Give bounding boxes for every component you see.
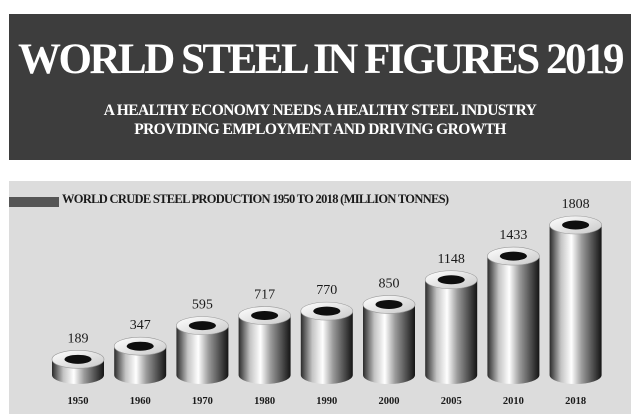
bar-hole	[375, 299, 403, 309]
category-label: 2018	[565, 396, 586, 407]
value-label: 189	[68, 331, 89, 346]
value-label: 347	[130, 318, 151, 333]
page-title: WORLD STEEL IN FIGURES 2019	[18, 36, 624, 83]
bar-1990	[300, 301, 354, 384]
bar-body	[114, 346, 167, 384]
bar-hole	[64, 354, 92, 364]
category-label: 1990	[316, 396, 337, 407]
bar-hole	[126, 341, 154, 351]
bar-body	[425, 279, 478, 384]
category-label: 2000	[379, 396, 400, 407]
bar-body	[487, 256, 540, 384]
bar-1970	[176, 316, 229, 384]
bar-body	[363, 304, 415, 384]
category-label: 1960	[130, 396, 151, 407]
value-label: 1148	[437, 252, 464, 267]
title-accent-bar	[9, 197, 59, 207]
bar-hole	[188, 321, 216, 331]
bar-body	[176, 325, 229, 384]
chart-title: WORLD CRUDE STEEL PRODUCTION 1950 TO 201…	[62, 192, 449, 206]
bar-2000	[362, 295, 416, 384]
bar-hole	[251, 311, 279, 321]
bar-body	[300, 311, 353, 384]
bar-1960	[113, 336, 167, 384]
category-label: 1970	[192, 396, 213, 407]
category-label: 1980	[254, 396, 275, 407]
bar-body	[549, 225, 602, 384]
value-label: 595	[192, 298, 213, 313]
bar-1950	[51, 350, 105, 384]
bar-hole	[313, 306, 341, 316]
subtitle-line-2: PROVIDING EMPLOYMENT AND DRIVING GROWTH	[134, 121, 506, 138]
bar-2018	[549, 215, 602, 384]
bar-body	[238, 315, 291, 384]
bar-2010	[487, 246, 540, 384]
category-label: 1950	[68, 396, 89, 407]
subtitle-line-1: A HEALTHY ECONOMY NEEDS A HEALTHY STEEL …	[103, 102, 537, 119]
bar-hole	[499, 251, 527, 261]
value-label: 850	[379, 276, 400, 291]
value-label: 1433	[499, 228, 527, 243]
category-label: 2010	[503, 396, 524, 407]
bar-1980	[238, 306, 291, 384]
value-label: 770	[316, 283, 337, 298]
bar-2005	[424, 270, 478, 384]
header-banner: WORLD STEEL IN FIGURES 2019 A HEALTHY EC…	[9, 14, 631, 160]
category-label: 2005	[441, 396, 462, 407]
value-label: 717	[254, 288, 275, 303]
bar-hole	[437, 275, 465, 285]
value-label: 1808	[562, 197, 590, 212]
bar-hole	[562, 220, 590, 230]
